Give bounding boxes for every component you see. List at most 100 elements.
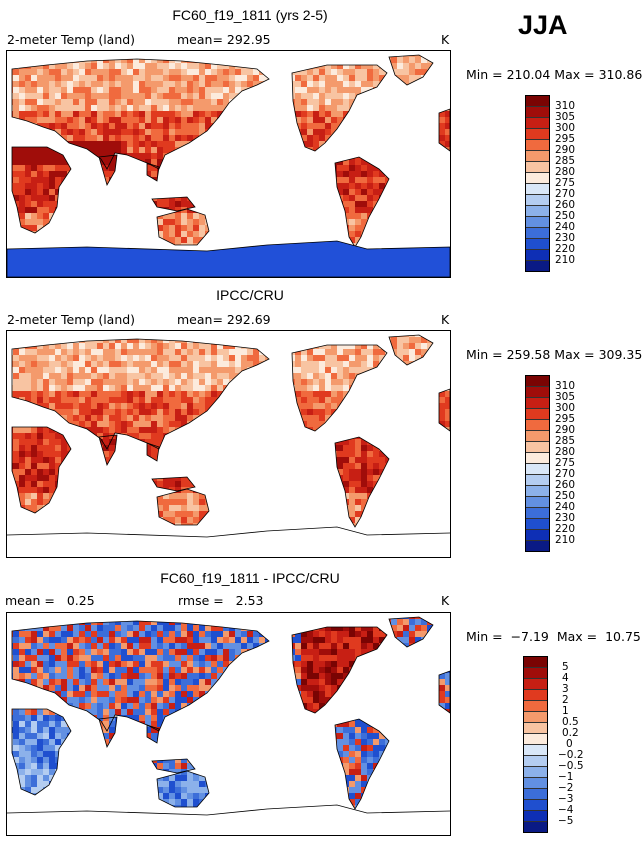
- coastline: [11, 426, 72, 514]
- panel1-colorbar-label: 295: [555, 133, 576, 145]
- panel2-map: [6, 330, 451, 558]
- coastline: [291, 64, 388, 152]
- coastline: [146, 442, 160, 462]
- panel1-colorbar-label: 290: [555, 144, 576, 156]
- map-field: [12, 617, 450, 809]
- panel3-colorbar-label: −0.2: [558, 749, 584, 761]
- coastline: [11, 708, 72, 796]
- coastline: [11, 338, 270, 450]
- coastline: [156, 770, 210, 808]
- coastline: [334, 156, 390, 248]
- coastline: [334, 718, 390, 810]
- panel2-variable-label: 2-meter Temp (land): [7, 312, 136, 327]
- coastline: [98, 434, 118, 467]
- panel2-title: IPCC/CRU: [216, 287, 284, 303]
- coastline: [11, 58, 270, 170]
- panel2-colorbar-label: 210: [555, 534, 576, 546]
- coastline: [388, 616, 434, 648]
- panel2-colorbar-label: 260: [555, 479, 576, 491]
- panel3-rmse: rmse = 2.53: [178, 593, 264, 608]
- panel1-colorbar-label: 220: [555, 243, 576, 255]
- panel3-colorbar-label: 5: [562, 661, 569, 673]
- panel1-map: [6, 50, 451, 278]
- panel3-colorbar-label: 0.5: [562, 716, 579, 728]
- panel3-map: [6, 612, 451, 836]
- coastline: [388, 54, 434, 86]
- antarctica: [7, 240, 450, 277]
- panel3-units: K: [441, 593, 450, 608]
- panel2-colorbar-label: 300: [555, 402, 576, 414]
- coastline: [156, 208, 210, 246]
- coastline: [291, 344, 388, 432]
- panel1-mean: mean= 292.95: [177, 32, 271, 47]
- season-label: JJA: [518, 10, 568, 40]
- panel2-colorbar-label: 275: [555, 457, 576, 469]
- coastline: [438, 108, 450, 152]
- panel1-colorbar: [525, 95, 550, 272]
- panel1-colorbar-label: 285: [555, 155, 576, 167]
- panel1-title: FC60_f19_1811 (yrs 2-5): [172, 7, 328, 23]
- panel2-colorbar-labels: 310 305 300 295 290 285 280 275 270 260 …: [555, 375, 595, 550]
- panel2-mean: mean= 292.69: [177, 312, 271, 327]
- panel2-colorbar-label: 280: [555, 446, 576, 458]
- panel2-minmax: Min = 259.58 Max = 309.35: [466, 347, 643, 362]
- panel3-colorbar-label: −4: [558, 804, 574, 816]
- map-field: [12, 335, 450, 527]
- panel2-colorbar-label: 285: [555, 435, 576, 447]
- panel1-colorbar-label: 305: [555, 111, 576, 123]
- panel2-units: K: [441, 312, 450, 327]
- panel3-colorbar-label: 0.2: [562, 727, 579, 739]
- coastline: [156, 488, 210, 526]
- coastline: [291, 626, 388, 714]
- panel3-colorbar-label: −2: [558, 782, 574, 794]
- panel2-map-graphic: [7, 334, 450, 538]
- panel1-colorbar-label: 280: [555, 166, 576, 178]
- panel3-colorbar-label: 0: [566, 738, 573, 750]
- panel1-colorbar-label: 260: [555, 199, 576, 211]
- coastline: [438, 670, 450, 714]
- panel3-colorbar-label: 1: [562, 705, 569, 717]
- panel3-colorbar-label: −5: [558, 815, 574, 827]
- panel3-colorbar-labels: 5 4 3 2 1 0.5 0.2 0 −0.2 −0.5 −1 −2 −3 −…: [558, 656, 602, 831]
- panel1-colorbar-labels: 310 305 300 295 290 285 280 275 270 260 …: [555, 95, 595, 270]
- panel3-mean: mean = 0.25: [5, 593, 95, 608]
- antarctica-outline: [7, 526, 450, 538]
- coastline: [11, 620, 270, 732]
- panel1-colorbar-label: 240: [555, 221, 576, 233]
- panel3-colorbar-label: 2: [562, 694, 569, 706]
- panel2-colorbar-label: 250: [555, 490, 576, 502]
- panel2-colorbar-label: 290: [555, 424, 576, 436]
- panel1-minmax: Min = 210.04 Max = 310.86: [466, 67, 643, 82]
- panel2-colorbar-label: 310: [555, 380, 576, 392]
- panel3-title: FC60_f19_1811 - IPCC/CRU: [160, 570, 340, 586]
- coastline: [334, 436, 390, 528]
- panel1-map-graphic: [7, 54, 450, 277]
- panel3-map-graphic: [7, 616, 450, 816]
- antarctica-outline: [7, 804, 450, 816]
- coastline: [146, 162, 160, 182]
- panel3-colorbar-label: −0.5: [558, 760, 584, 772]
- panel1-colorbar-label: 270: [555, 188, 576, 200]
- panel3-colorbar-label: −3: [558, 793, 574, 805]
- coastline: [388, 334, 434, 366]
- panel1-variable-label: 2-meter Temp (land): [7, 32, 136, 47]
- coastline: [98, 716, 118, 749]
- coastline: [11, 146, 72, 234]
- panel3-minmax: Min = −7.19 Max = 10.75: [466, 629, 641, 644]
- panel3-colorbar-label: 3: [562, 683, 569, 695]
- panel2-colorbar-label: 240: [555, 501, 576, 513]
- panel2-colorbar: [525, 375, 550, 552]
- panel2-colorbar-label: 295: [555, 413, 576, 425]
- panel2-colorbar-label: 220: [555, 523, 576, 535]
- coastline: [146, 724, 160, 744]
- map-field: [12, 55, 450, 247]
- panel1-colorbar-label: 300: [555, 122, 576, 134]
- panel2-colorbar-label: 270: [555, 468, 576, 480]
- panel1-colorbar-label: 310: [555, 100, 576, 112]
- panel3-colorbar: [523, 656, 548, 833]
- coastline: [98, 154, 118, 187]
- panel2-colorbar-label: 305: [555, 391, 576, 403]
- panel1-units: K: [441, 32, 450, 47]
- panel3-colorbar-label: −1: [558, 771, 574, 783]
- coastline: [438, 388, 450, 432]
